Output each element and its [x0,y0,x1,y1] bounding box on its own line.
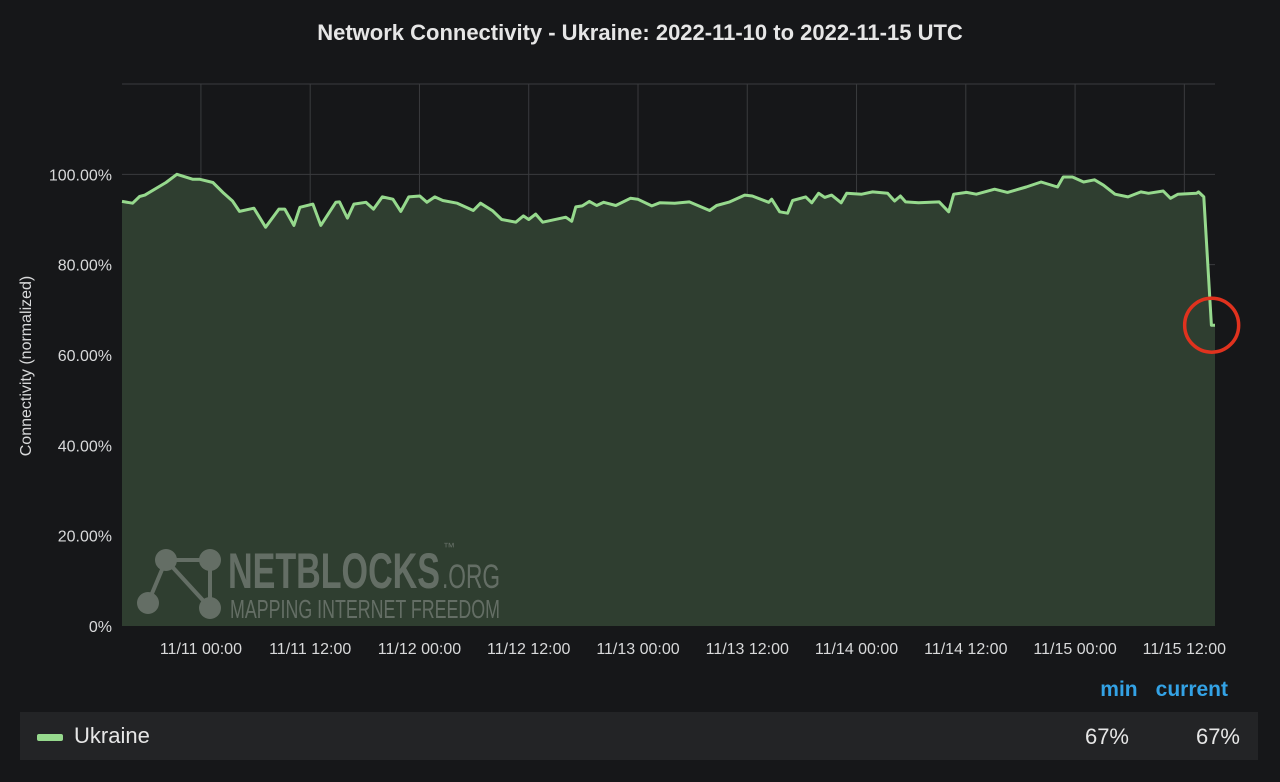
y-axis-label: Connectivity (normalized) [18,276,35,457]
watermark-tagline: MAPPING INTERNET FREEDOM [230,594,500,624]
legend-header: min current [1100,678,1228,702]
netblocks-watermark-logo: NETBLOCKS ™ .ORG MAPPING INTERNET FREEDO… [137,540,500,624]
y-tick-label: 20.00% [58,529,112,546]
legend-col-min[interactable]: min [1100,678,1138,701]
y-tick-label: 40.00% [58,438,112,455]
legend-swatch [37,734,63,741]
x-tick-label: 11/13 12:00 [706,641,789,658]
x-axis-ticks: 11/11 00:00 11/11 12:00 11/12 00:00 11/12 1… [160,641,1226,658]
x-tick-label: 11/15 12:00 [1143,641,1226,658]
legend-series-name[interactable]: Ukraine [74,723,150,748]
x-tick-label: 11/14 00:00 [815,641,898,658]
x-tick-label: 11/12 12:00 [487,641,570,658]
chart-title: Network Connectivity - Ukraine: 2022-11-… [317,20,963,45]
legend-row-ukraine[interactable]: Ukraine 67% 67% [20,712,1258,760]
watermark-tm: ™ [443,540,455,554]
series-line-ukraine [121,172,1215,327]
x-tick-label: 11/15 00:00 [1033,641,1116,658]
legend-current-value: 67% [1195,724,1240,749]
watermark-name: NETBLOCKS [228,543,440,599]
x-tick-label: 11/13 00:00 [596,641,679,658]
netblocks-network-icon [137,549,221,619]
x-tick-label: 11/11 00:00 [160,641,242,658]
series-area-ukraine [122,174,1215,627]
y-axis-ticks: 0% 20.00% 40.00% 60.00% 80.00% 100.00% [49,167,112,636]
x-tick-label: 11/14 12:00 [924,641,1007,658]
legend-col-current[interactable]: current [1155,678,1228,701]
y-tick-label: 100.00% [49,167,112,184]
y-tick-label: 60.00% [58,348,112,365]
watermark-suffix: .ORG [442,558,500,596]
legend-min-value: 67% [1084,724,1129,749]
y-tick-label: 80.00% [58,258,112,275]
x-tick-label: 11/11 12:00 [269,641,351,658]
y-tick-label: 0% [89,619,112,636]
x-tick-label: 11/12 00:00 [378,641,461,658]
annotation-circle [1182,296,1241,354]
